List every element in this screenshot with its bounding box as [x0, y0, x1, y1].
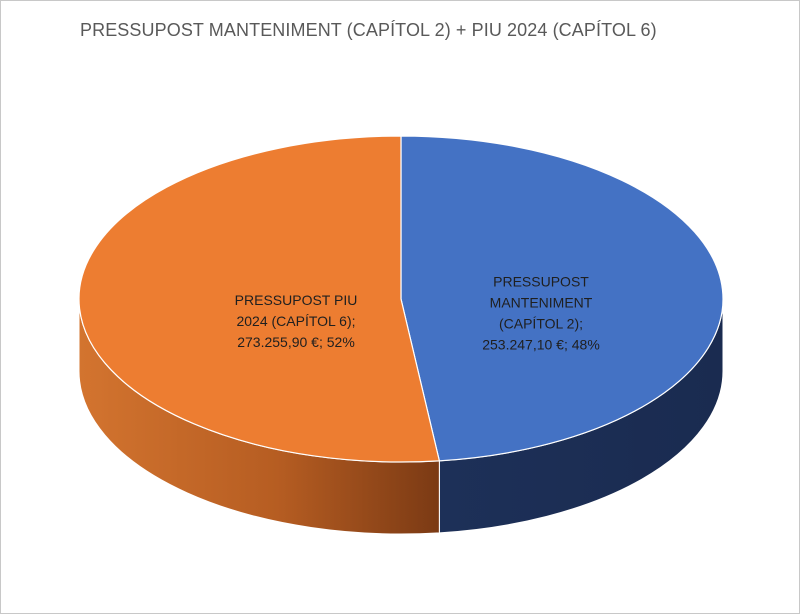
slice-data-label: PRESSUPOST PIU 2024 (CAPÍTOL 6); 273.255,9… — [235, 292, 358, 350]
pie-slice — [400, 135, 724, 462]
chart-title: PRESSUPOST MANTENIMENT (CAPÍTOL 2) + PIU… — [80, 20, 657, 40]
slice-data-label: PRESSUPOST MANTENIMENT (CAPÍTOL 2); 253.247… — [482, 274, 600, 353]
pie-slice — [78, 135, 441, 463]
